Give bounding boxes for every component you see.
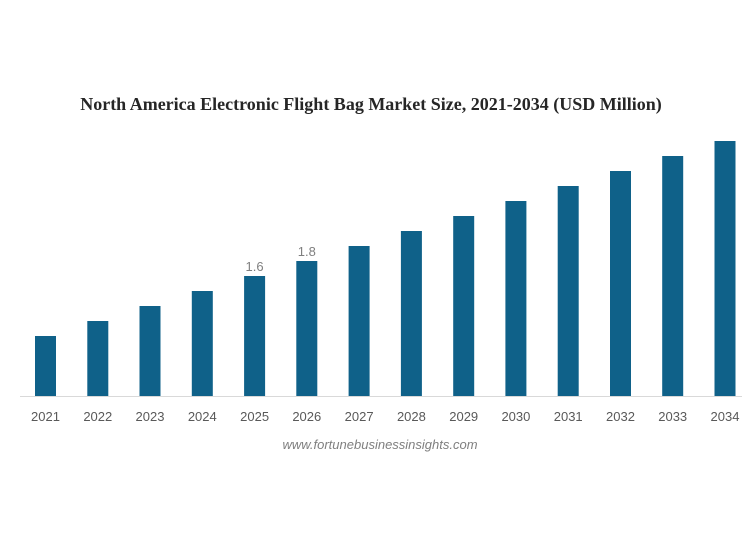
bar-2030 [505, 201, 527, 396]
x-tick-label: 2029 [449, 409, 478, 424]
bar-2027 [348, 246, 370, 396]
data-label: 1.6 [246, 259, 264, 274]
bar-2034 [714, 141, 736, 396]
x-tick-label: 2033 [658, 409, 687, 424]
bar-2024 [191, 291, 213, 396]
x-tick-label: 2022 [83, 409, 112, 424]
bar-2022 [87, 321, 109, 396]
x-tick-label: 2025 [240, 409, 269, 424]
x-tick-label: 2027 [345, 409, 374, 424]
bar-2033 [662, 156, 684, 396]
x-tick-label: 2028 [397, 409, 426, 424]
x-tick-label: 2024 [188, 409, 217, 424]
bar-2025 [244, 276, 266, 396]
data-label: 1.8 [298, 244, 316, 259]
x-tick-label: 2023 [136, 409, 165, 424]
bars-group [35, 141, 736, 396]
x-tick-label: 2030 [501, 409, 530, 424]
x-tick-label: 2032 [606, 409, 635, 424]
source-watermark: www.fortunebusinessinsights.com [282, 437, 478, 452]
x-tick-label: 2021 [31, 409, 60, 424]
bar-2021 [35, 336, 56, 396]
x-tick-labels-group: 2021 2022 2023 2024 2025 2026 2027 2028 2029 2030… [31, 409, 739, 424]
bar-2032 [610, 171, 631, 396]
data-labels-group: 1.6 1.8 [246, 244, 316, 274]
bar-2023 [139, 306, 161, 396]
bar-2026 [296, 261, 318, 396]
x-tick-label: 2031 [554, 409, 583, 424]
chart-title: North America Electronic Flight Bag Mark… [80, 94, 662, 114]
bar-2028 [400, 231, 422, 396]
x-tick-label: 2026 [292, 409, 321, 424]
bar-2031 [557, 186, 579, 396]
x-tick-label: 2034 [711, 409, 740, 424]
bar-2029 [453, 216, 475, 396]
